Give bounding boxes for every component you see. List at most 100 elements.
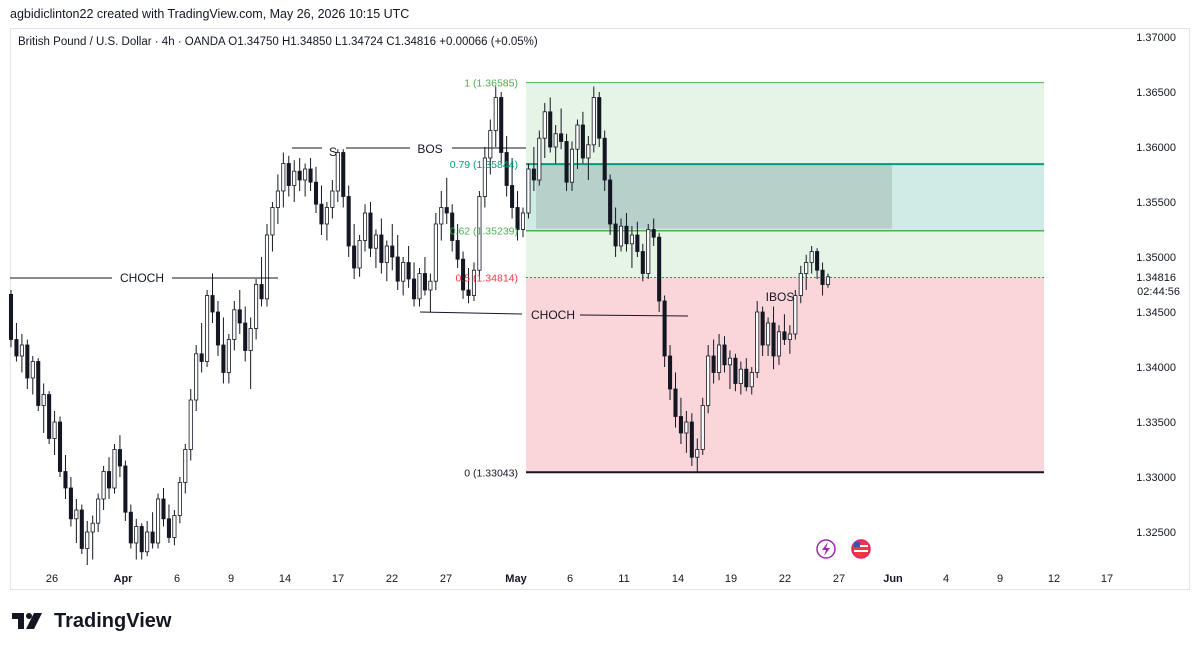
fib-zones [526, 82, 1044, 473]
flag-stripe [854, 545, 868, 547]
candle [651, 218, 656, 246]
candle-body [678, 416, 683, 434]
candle-body [395, 256, 400, 282]
candle [471, 262, 477, 301]
candle-body [275, 190, 280, 208]
candle-body [542, 111, 547, 139]
bos-label: BOS [417, 142, 442, 156]
candle-body [580, 124, 585, 159]
x-tick-label: 22 [386, 573, 398, 585]
candle-body [744, 368, 749, 388]
candle-body [319, 203, 324, 225]
candle [237, 290, 242, 334]
candle [809, 246, 814, 274]
candle [640, 243, 645, 282]
x-tick-label: 17 [332, 573, 344, 585]
candle [134, 518, 139, 560]
candle-body [776, 331, 782, 357]
candle-body [433, 223, 438, 282]
candle [804, 254, 809, 290]
candle [210, 273, 215, 323]
candle-body [825, 276, 831, 285]
candle-body [526, 168, 531, 214]
candle [390, 224, 395, 271]
candle [221, 317, 226, 384]
candle [36, 358, 41, 411]
candle-body [139, 526, 144, 553]
candle [439, 191, 444, 241]
candle-body [79, 509, 84, 549]
candle [586, 136, 591, 180]
candle-body [499, 97, 504, 153]
candle [428, 273, 433, 312]
candle [112, 444, 117, 494]
y-tick-label: 1.36000 [1136, 142, 1176, 154]
x-tick-label: 27 [440, 573, 452, 585]
candle-body [662, 300, 667, 357]
tradingview-brand: TradingView [12, 608, 171, 634]
candle-body [727, 357, 732, 366]
candle-body [602, 137, 607, 181]
candle [330, 180, 335, 219]
candle-body [684, 421, 689, 434]
candle-body [455, 240, 460, 260]
x-tick-label: 4 [943, 573, 949, 585]
choch-mid-line [419, 311, 523, 315]
y-axis: 1.37000 1.36500 1.36000 1.35500 1.35000 1.345… [1136, 32, 1180, 539]
candle [629, 226, 634, 268]
candle [292, 160, 297, 202]
y-tick-label: 1.35500 [1136, 197, 1176, 209]
candle-body [30, 361, 35, 379]
choch-mid-line-b [579, 314, 689, 317]
candle-body [738, 368, 743, 384]
order-block-box [536, 164, 892, 229]
candle [107, 457, 112, 499]
candle [406, 246, 411, 288]
candle [793, 290, 798, 340]
candle [248, 317, 253, 389]
candle [346, 185, 351, 257]
candle-body [482, 157, 487, 197]
y-tick-label: 1.34000 [1136, 362, 1176, 374]
candle-body [782, 331, 787, 340]
candle [450, 204, 455, 252]
candle-body [771, 322, 776, 357]
candle-body [629, 234, 634, 245]
candle-body [401, 262, 406, 282]
candle-body [668, 355, 673, 390]
candle-body [286, 163, 291, 186]
annotations: CHOCH S BOS CHOCH IBOS [10, 142, 794, 322]
price-chart[interactable]: CHOCH S BOS CHOCH IBOS 1 (1.36585) 0.79 (1.358… [0, 0, 1200, 600]
candle [117, 435, 122, 477]
candle [684, 411, 689, 453]
candle-body [793, 295, 798, 335]
candle-body [591, 97, 596, 146]
candle-body [809, 251, 814, 263]
candle [575, 119, 580, 169]
candle-body [466, 289, 471, 296]
candle [226, 334, 231, 384]
candle-body [384, 245, 389, 263]
candle-body [357, 240, 362, 269]
candle [515, 191, 520, 241]
candle [477, 191, 482, 279]
candle [368, 202, 373, 257]
s-label: S [329, 145, 337, 159]
x-tick-label: Jun [883, 573, 903, 585]
candle-body [618, 225, 624, 247]
chart-credit: agbidiclinton22 created with TradingView… [10, 7, 410, 21]
candle [14, 323, 19, 362]
candle [324, 202, 329, 241]
candle [194, 345, 199, 411]
candle-body [531, 168, 536, 181]
candle-body [804, 262, 809, 274]
lightning-glyph [822, 542, 830, 556]
candle-body [215, 311, 221, 346]
flag-canton [854, 542, 860, 547]
x-tick-label: 11 [618, 573, 629, 585]
candle [618, 218, 624, 252]
x-tick-label: 14 [672, 573, 684, 585]
candle-body [820, 269, 825, 285]
candle [57, 416, 63, 477]
candle [281, 152, 286, 208]
